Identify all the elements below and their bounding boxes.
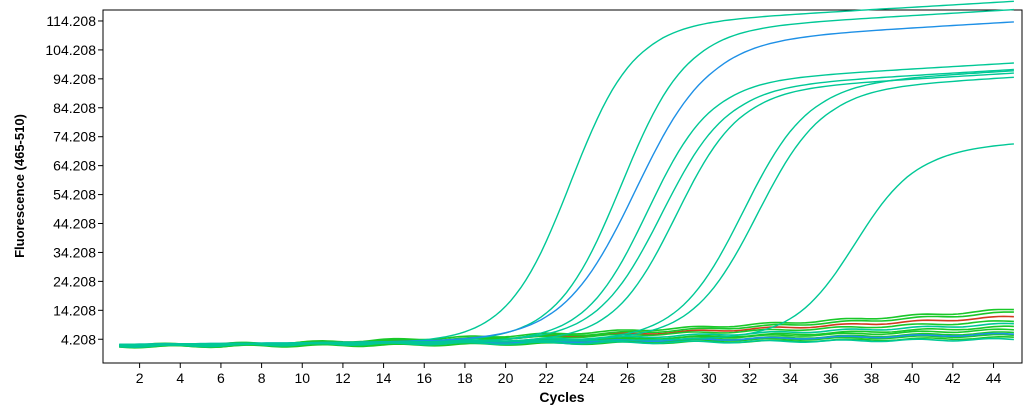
x-tick-label: 8 <box>258 370 266 386</box>
y-tick-label: 14.208 <box>53 302 96 318</box>
x-tick-label: 42 <box>945 370 961 386</box>
y-tick-label: 44.208 <box>53 216 96 232</box>
y-tick-label: 94.208 <box>53 71 96 87</box>
x-tick-label: 18 <box>457 370 473 386</box>
amplification-curve <box>119 143 1014 346</box>
x-tick-label: 40 <box>904 370 920 386</box>
x-axis-label: Cycles <box>539 389 584 405</box>
baseline-curve <box>119 337 1014 347</box>
x-tick-label: 44 <box>986 370 1002 386</box>
x-tick-label: 6 <box>217 370 225 386</box>
y-tick-label: 34.208 <box>53 244 96 260</box>
y-tick-label: 84.208 <box>53 100 96 116</box>
y-tick-label: 24.208 <box>53 273 96 289</box>
x-axis-ticks: 2 4 6 8 10 12 14 16 18 20 22 24 26 28 30 32 34 36 38 40 42 44 <box>136 363 1002 386</box>
x-tick-label: 36 <box>823 370 839 386</box>
x-tick-label: 2 <box>136 370 144 386</box>
x-tick-label: 20 <box>498 370 514 386</box>
y-tick-label: 54.208 <box>53 187 96 203</box>
x-tick-label: 14 <box>376 370 392 386</box>
x-tick-label: 24 <box>579 370 595 386</box>
x-tick-label: 12 <box>335 370 351 386</box>
plot-frame <box>102 9 1023 364</box>
y-axis-label: Fluorescence (465-510) <box>12 114 27 258</box>
y-tick-label: 4.208 <box>61 331 96 347</box>
y-tick-label: 74.208 <box>53 129 96 145</box>
x-tick-label: 22 <box>538 370 554 386</box>
x-tick-label: 16 <box>416 370 432 386</box>
x-tick-label: 38 <box>864 370 880 386</box>
y-tick-label: 64.208 <box>53 158 96 174</box>
y-tick-label: 104.208 <box>45 42 96 58</box>
x-tick-label: 32 <box>742 370 758 386</box>
y-axis-ticks: 4.208 14.208 24.208 34.208 44.208 54.208 64.20… <box>45 13 103 347</box>
curves-group <box>119 0 1014 349</box>
x-tick-label: 26 <box>620 370 636 386</box>
x-tick-label: 4 <box>176 370 184 386</box>
x-tick-label: 34 <box>782 370 798 386</box>
x-tick-label: 10 <box>294 370 310 386</box>
x-tick-label: 28 <box>660 370 676 386</box>
x-tick-label: 30 <box>701 370 717 386</box>
y-tick-label: 114.208 <box>46 13 96 29</box>
